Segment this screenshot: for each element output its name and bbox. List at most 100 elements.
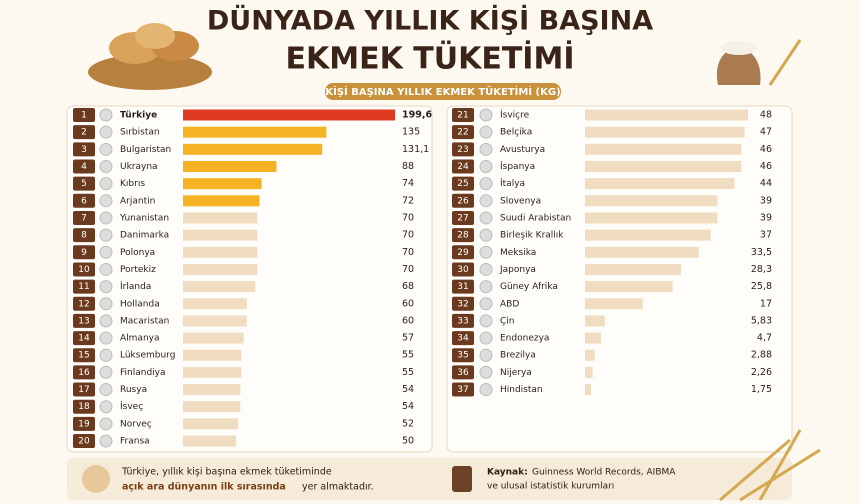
value-label: 131,1 bbox=[402, 144, 429, 155]
flag bbox=[99, 262, 113, 276]
bar bbox=[183, 298, 247, 310]
value-label: 17 bbox=[760, 298, 772, 309]
rank-box bbox=[452, 193, 474, 208]
rank: 31 bbox=[457, 282, 468, 292]
bar bbox=[183, 418, 239, 430]
rank: 16 bbox=[78, 368, 90, 378]
rank-box bbox=[73, 313, 95, 328]
bar bbox=[585, 195, 718, 207]
flag bbox=[99, 348, 113, 362]
bar bbox=[585, 109, 748, 121]
value-label: 70 bbox=[402, 230, 414, 241]
rank: 19 bbox=[78, 419, 90, 429]
rank: 36 bbox=[457, 368, 469, 378]
value-label: 54 bbox=[402, 401, 414, 412]
rank-box bbox=[73, 210, 95, 225]
flag bbox=[479, 297, 493, 311]
rank-box bbox=[73, 296, 95, 311]
flag bbox=[479, 211, 493, 225]
rank: 21 bbox=[457, 111, 468, 121]
rank-box bbox=[73, 382, 95, 397]
rank-box bbox=[452, 331, 474, 346]
flag bbox=[99, 159, 113, 173]
rank: 4 bbox=[81, 162, 87, 172]
value-label: 2,88 bbox=[751, 350, 772, 361]
rank-box bbox=[452, 210, 474, 225]
rank-box bbox=[73, 279, 95, 294]
flag bbox=[99, 383, 113, 397]
flour-sack bbox=[716, 39, 802, 86]
rank-box bbox=[73, 348, 95, 363]
rank-box bbox=[73, 108, 95, 122]
rank: 2 bbox=[81, 128, 87, 138]
value-label: 54 bbox=[402, 384, 414, 395]
country: Danimarka bbox=[120, 231, 169, 241]
flag bbox=[99, 297, 113, 311]
rank: 6 bbox=[81, 196, 87, 206]
footer-box bbox=[67, 458, 792, 500]
flag bbox=[99, 194, 113, 208]
value-label: 37 bbox=[760, 230, 772, 241]
bread-basket bbox=[88, 23, 212, 90]
rank: 37 bbox=[457, 385, 468, 395]
value-label: 46 bbox=[760, 161, 772, 172]
bar bbox=[183, 212, 258, 224]
bar bbox=[585, 332, 601, 344]
rank-box bbox=[452, 245, 474, 260]
rank: 8 bbox=[81, 231, 87, 241]
country: Hollanda bbox=[120, 299, 160, 309]
rank: 28 bbox=[457, 231, 469, 241]
country: Bulgaristan bbox=[120, 145, 171, 155]
rank: 9 bbox=[81, 248, 87, 258]
value-label: 70 bbox=[402, 264, 414, 275]
country: Nijerya bbox=[500, 368, 532, 378]
flag bbox=[99, 365, 113, 379]
value-label: 57 bbox=[402, 333, 414, 344]
bar bbox=[585, 143, 742, 155]
value-label: 88 bbox=[402, 161, 414, 172]
bar bbox=[183, 160, 277, 172]
rank: 27 bbox=[457, 213, 468, 223]
rank-box bbox=[73, 434, 95, 449]
rank: 13 bbox=[78, 316, 89, 326]
rank-box bbox=[73, 262, 95, 277]
value-label: 44 bbox=[760, 178, 772, 189]
bar bbox=[585, 229, 711, 241]
bar bbox=[585, 178, 735, 190]
bar bbox=[183, 195, 260, 207]
source-icon bbox=[452, 466, 472, 492]
country: Lüksemburg bbox=[120, 351, 175, 361]
value-label: 70 bbox=[402, 247, 414, 258]
rank-box bbox=[452, 296, 474, 311]
country: İrlanda bbox=[120, 281, 151, 292]
bar bbox=[183, 366, 242, 378]
rank: 25 bbox=[457, 179, 468, 189]
rank-box bbox=[73, 159, 95, 174]
rank-box bbox=[452, 313, 474, 328]
country: Çin bbox=[500, 316, 515, 326]
rank: 26 bbox=[457, 196, 469, 206]
rank: 20 bbox=[78, 437, 90, 447]
rank-box bbox=[452, 142, 474, 157]
value-label: 46 bbox=[760, 144, 772, 155]
value-label: 60 bbox=[402, 298, 414, 309]
value-label: 39 bbox=[760, 212, 772, 223]
bar bbox=[183, 109, 395, 121]
country: Rusya bbox=[120, 385, 147, 395]
value-label: 50 bbox=[402, 436, 414, 447]
bar bbox=[183, 143, 323, 155]
rank: 18 bbox=[78, 402, 90, 412]
source-text: ve ulusal istatistik kurumları bbox=[487, 482, 614, 492]
subtitle: KİŞİ BAŞINA YILLIK EKMEK TÜKETİMİ (KG) bbox=[325, 84, 560, 98]
bar bbox=[183, 178, 262, 190]
flag bbox=[479, 280, 493, 294]
bar bbox=[585, 246, 699, 258]
value-label: 48 bbox=[760, 110, 772, 121]
note-text: Türkiye, yıllık kişi başına ekmek tüketi… bbox=[121, 467, 332, 478]
bar bbox=[585, 263, 682, 275]
country: ABD bbox=[500, 299, 519, 309]
bar bbox=[183, 384, 241, 396]
panel bbox=[66, 105, 433, 453]
country: Kıbrıs bbox=[120, 179, 145, 189]
flag bbox=[479, 245, 493, 259]
